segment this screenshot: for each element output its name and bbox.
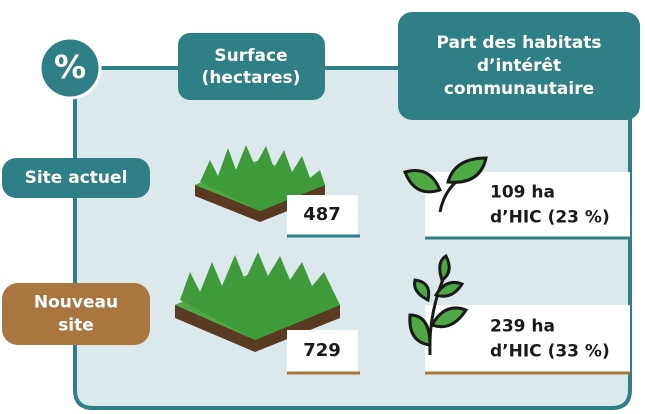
header-text: d’intérêt xyxy=(477,56,561,76)
hic-value: d’HIC (33 %) xyxy=(490,342,610,362)
surface-value: 487 xyxy=(303,204,341,225)
hic-value: d’HIC (23 %) xyxy=(490,208,610,228)
surface-value: 729 xyxy=(303,340,341,361)
row-label: site xyxy=(58,316,94,336)
infographic: % Surface(hectares) Part des habitats d’i… xyxy=(0,0,645,414)
row-label: Site actuel xyxy=(25,168,128,188)
header-text: Surface xyxy=(214,46,287,66)
header-text: communautaire xyxy=(444,79,594,99)
header-surface-box xyxy=(178,33,325,100)
row-label: Nouveau xyxy=(34,293,118,313)
hic-value: 239 ha xyxy=(490,317,555,337)
header-text: (hectares) xyxy=(202,68,301,88)
header-text: Part des habitats xyxy=(436,33,601,53)
hic-value: 109 ha xyxy=(490,183,555,203)
percent-label: % xyxy=(54,48,86,86)
